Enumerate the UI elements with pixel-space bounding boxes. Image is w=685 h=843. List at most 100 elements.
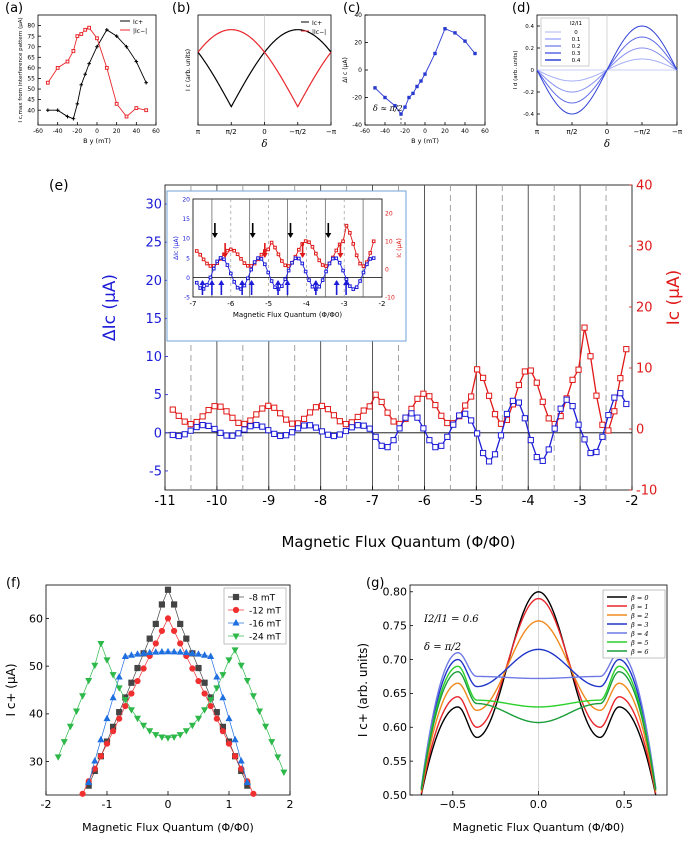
inset-x-tick-label: -6: [227, 300, 235, 308]
data-point-f: [213, 685, 221, 692]
data-point-e-dic: [491, 451, 499, 458]
legend-label-a: |Ic−|: [133, 28, 147, 35]
data-point-f: [201, 679, 208, 686]
data-point-e-dic: [366, 425, 373, 432]
data-point-f: [79, 790, 86, 797]
annotation-g: δ = π/2: [424, 642, 461, 653]
data-point-e-dic: [527, 436, 534, 444]
x-axis-label-e: Magnetic Flux Quantum (Φ/Φ0): [281, 533, 515, 551]
data-point-e-ic: [521, 368, 528, 375]
data-point-e-dic: [241, 426, 248, 433]
x-tick-label: 2: [287, 798, 294, 811]
y-tick-label: 40: [29, 708, 43, 721]
data-point-e-dic: [354, 422, 361, 429]
x-tick-label: 0: [423, 128, 427, 135]
inset-data-point: [256, 256, 260, 260]
data-point-e-dic: [247, 423, 254, 430]
x-tick-label-d: π: [535, 128, 540, 136]
data-point-e-ic: [336, 418, 343, 425]
data-point-e-dic: [468, 417, 475, 424]
inset-data-point: [303, 269, 308, 274]
data-point-f: [171, 627, 178, 635]
series-line-g: [420, 665, 657, 790]
inset-data-point: [358, 261, 362, 266]
series-line-f: [57, 642, 285, 773]
data-point-f: [243, 677, 251, 685]
data-point-f: [60, 739, 68, 746]
data-point-a: [45, 80, 50, 85]
data-point-f: [249, 693, 257, 700]
data-point-e-dic: [181, 431, 188, 438]
data-point-a: [114, 101, 119, 106]
x-tick-label: 0: [95, 128, 99, 135]
inset-y-tick-label-right: -10: [385, 295, 395, 302]
data-point-f: [128, 690, 135, 697]
x-tick-label: 60: [152, 128, 160, 135]
y-tick-label-right-e: 10: [636, 362, 653, 377]
data-point-e-dic: [563, 396, 570, 403]
data-point-e-ic: [372, 391, 379, 398]
data-point-e-dic: [211, 425, 218, 433]
inset-data-point: [249, 267, 254, 272]
data-point-f: [176, 732, 184, 739]
data-point-f: [231, 735, 239, 743]
data-point-f: [85, 778, 93, 785]
data-point-e-ic: [617, 375, 624, 382]
data-point-f: [72, 708, 81, 715]
x-axis-label-f: Magnetic Flux Quantum (Φ/Φ0): [82, 821, 254, 834]
y-tick-label: 0.4: [525, 24, 534, 30]
data-point-e-ic: [312, 404, 320, 411]
data-point-f: [158, 734, 166, 741]
data-point-f: [140, 649, 148, 656]
data-point-f: [268, 739, 276, 746]
arrow-icon: [239, 280, 246, 285]
data-point-e-ic: [342, 420, 349, 428]
data-point-e-ic: [462, 402, 469, 409]
data-point-f: [201, 707, 209, 714]
data-point-e-ic: [468, 393, 475, 400]
x-axis-label-a: B y (mT): [83, 137, 111, 145]
data-point-e-dic: [360, 422, 367, 429]
y-tick-label: 0.65: [383, 687, 408, 700]
x-tick-label: 40: [461, 128, 469, 135]
inset-data-point: [317, 258, 322, 263]
inset-data-point: [348, 231, 352, 235]
data-point-f: [91, 765, 98, 772]
data-point-e-dic: [169, 431, 176, 439]
legend-label-f: -24 mT: [249, 633, 281, 643]
y-tick-label-left-e: 25: [145, 236, 162, 251]
inset-data-point: [218, 256, 223, 260]
data-point-f: [140, 722, 148, 730]
inset-data-point: [337, 260, 342, 265]
x-tick-label-e: -3: [574, 494, 587, 509]
data-point-f: [122, 703, 129, 710]
data-point-f: [188, 649, 196, 656]
arrow-icon: [337, 253, 344, 258]
data-point-f: [152, 640, 159, 647]
data-point-e-ic: [539, 398, 546, 405]
series-line-d: [536, 25, 678, 115]
data-point-e-ic: [169, 406, 176, 413]
y-tick-label: 60: [29, 612, 43, 625]
data-point-e-dic: [235, 430, 242, 437]
data-point-f: [182, 648, 190, 656]
series-line-c: [374, 28, 476, 115]
inset-y-tick-label-right: 10: [385, 239, 393, 246]
data-point-e-ic: [515, 381, 522, 389]
data-point-f: [97, 640, 105, 648]
y-axis-label-f: I c+ (μA): [4, 663, 18, 716]
data-point-f: [274, 754, 282, 761]
legend-label-g: β = 5: [630, 639, 648, 647]
y-tick-label: 60: [27, 65, 35, 72]
y-tick-label-left-e: 5: [154, 388, 162, 403]
data-point-f: [164, 586, 172, 593]
data-point-f: [219, 693, 227, 701]
data-point-e-ic: [438, 412, 445, 419]
data-point-e-dic: [450, 421, 457, 428]
x-tick-label: 0.5: [615, 798, 633, 811]
annotation-g: I2/I1 = 0.6: [423, 614, 479, 625]
legend-label-d: 0: [574, 30, 578, 36]
inset-y-tick-label-left: 15: [182, 216, 190, 223]
data-point-f: [164, 615, 172, 622]
legend-label-f: -8 mT: [249, 594, 276, 604]
